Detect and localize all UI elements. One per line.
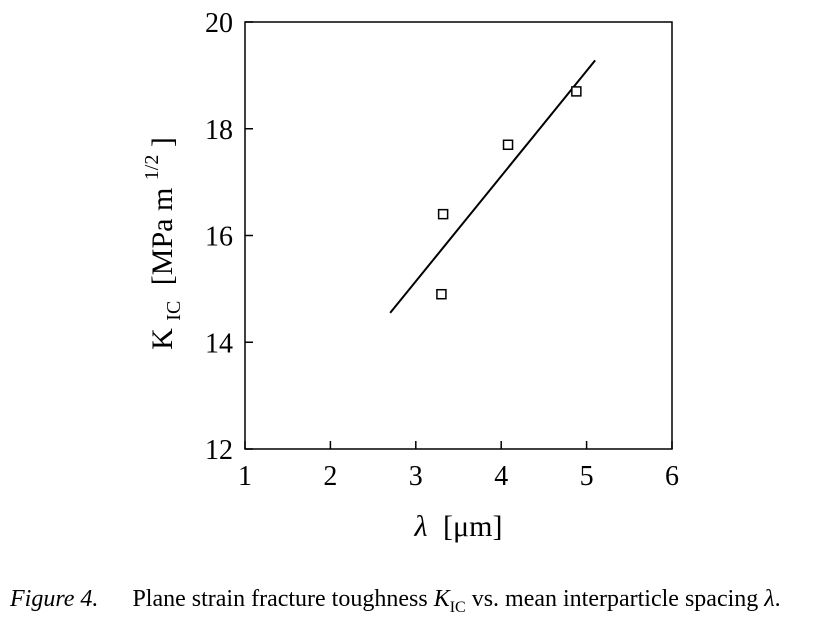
data-point	[437, 208, 449, 220]
fit-line	[389, 59, 596, 314]
data-points	[436, 86, 582, 300]
caption-lambda-symbol: λ	[764, 586, 775, 612]
y-tick-label: 20	[205, 8, 233, 39]
x-tick-label: 1	[238, 461, 252, 492]
caption-text-end: .	[774, 586, 781, 612]
data-point	[502, 139, 514, 151]
data-point	[436, 288, 447, 300]
y-tick-label: 14	[205, 328, 233, 359]
y-label-sup: 1/2	[141, 155, 163, 181]
x-label-symbol: λ	[414, 510, 428, 543]
caption-text-before: Plane strain fracture toughness	[132, 586, 434, 612]
y-label-main: K	[146, 328, 179, 350]
x-axis-label: λ [μm]	[414, 510, 503, 543]
y-axis-label: K IC [MPa m 1/2 ]	[132, 137, 187, 350]
x-tick-label: 6	[665, 461, 679, 492]
y-tick-label: 12	[205, 435, 233, 466]
x-label-unit: [μm]	[443, 510, 502, 543]
figure-label: Figure 4.	[10, 586, 99, 612]
figure-caption: Figure 4. Plane strain fracture toughness…	[10, 586, 781, 617]
data-point	[571, 86, 582, 97]
x-tick-label: 2	[323, 461, 337, 492]
caption-k-symbol: K	[433, 586, 450, 612]
x-axis-ticks: 1 2 3 4 5 6	[238, 441, 679, 492]
caption-k-sub: IC	[449, 598, 466, 616]
x-tick-label: 4	[494, 461, 508, 492]
y-tick-label: 16	[205, 222, 233, 253]
y-axis-ticks: 12 14 16 18 20	[205, 8, 253, 466]
plot-frame	[244, 21, 673, 450]
caption-text-middle: vs. mean interparticle spacing	[465, 586, 765, 612]
x-tick-label: 3	[409, 461, 423, 492]
x-tick-label: 5	[580, 461, 594, 492]
y-label-unit: [MPa m	[146, 188, 179, 286]
y-label-close: ]	[146, 137, 179, 147]
y-tick-label: 18	[205, 115, 233, 146]
y-label-sub: IC	[163, 301, 185, 321]
